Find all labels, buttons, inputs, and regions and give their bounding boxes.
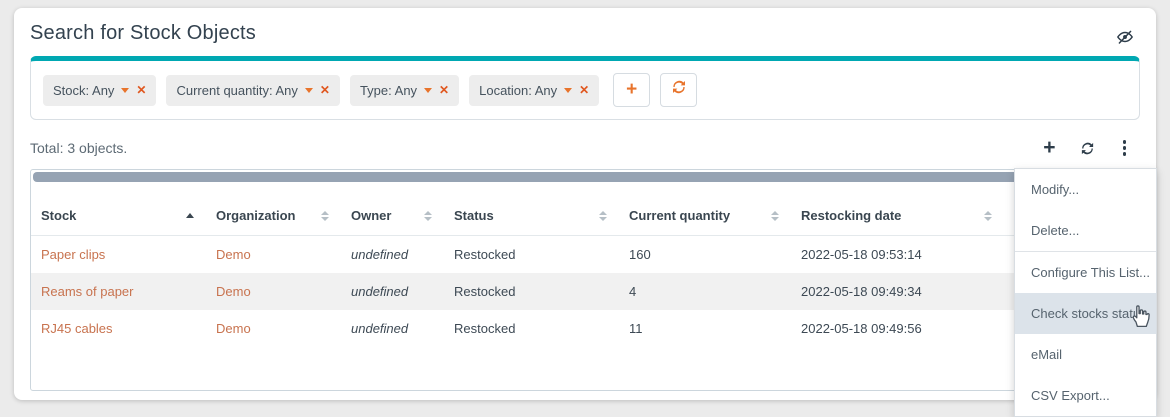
filter-pill-label: Stock: Any [53, 82, 115, 98]
cell-stock-link[interactable]: Paper clips [41, 247, 106, 262]
menu-item-delete[interactable]: Delete... [1031, 223, 1080, 238]
menu-item-configure-list[interactable]: Configure This List... [1031, 265, 1150, 280]
panel-header: Search for Stock Objects [30, 22, 1140, 46]
menu-item-csv-export[interactable]: CSV Export... [1031, 388, 1110, 403]
chevron-down-icon[interactable] [121, 87, 130, 93]
actions-context-menu: Modify... Delete... Configure This List.… [1014, 168, 1157, 417]
filter-pill-stock[interactable]: Stock: Any ✕ [43, 74, 157, 106]
cell-stock-link[interactable]: RJ45 cables [41, 321, 113, 336]
filter-pill-location[interactable]: Location: Any ✕ [469, 74, 600, 106]
cell-organization-link[interactable]: Demo [216, 247, 251, 262]
remove-filter-icon[interactable]: ✕ [319, 83, 330, 97]
plus-icon: + [626, 79, 638, 100]
table-header-row: Stock Organization Owner Status Current … [31, 184, 1139, 236]
cell-owner: undefined [351, 321, 409, 336]
cell-owner: undefined [351, 247, 409, 262]
list-toolbar: Total: 3 objects. + [30, 135, 1140, 161]
cell-restocking-date: 2022-05-18 09:49:56 [801, 321, 922, 336]
horizontal-scrollbar[interactable] [33, 172, 1137, 182]
refresh-list-button[interactable] [1080, 141, 1095, 156]
sort-icon[interactable] [984, 210, 992, 221]
sort-icon[interactable] [424, 210, 432, 221]
filter-pill-label: Location: Any [479, 82, 558, 98]
menu-item-modify[interactable]: Modify... [1031, 182, 1080, 197]
filter-pill-type[interactable]: Type: Any ✕ [349, 74, 460, 106]
cell-status: Restocked [454, 284, 516, 299]
cell-owner: undefined [351, 284, 409, 299]
column-header-owner[interactable]: Owner [341, 184, 444, 235]
remove-filter-icon[interactable]: ✕ [136, 83, 147, 97]
column-header-current-quantity[interactable]: Current quantity [619, 184, 791, 235]
new-object-button[interactable]: + [1043, 136, 1056, 159]
filter-pill-label: Current quantity: Any [176, 82, 298, 98]
hide-search-icon[interactable] [1116, 28, 1134, 46]
cell-status: Restocked [454, 321, 516, 336]
add-criterion-button[interactable]: + [613, 73, 651, 107]
menu-item-check-stocks-status[interactable]: Check stocks status [1015, 293, 1156, 334]
menu-item-email[interactable]: eMail [1031, 347, 1063, 362]
cell-organization-link[interactable]: Demo [216, 321, 251, 336]
table-row[interactable]: Reams of paper Demo undefined Restocked … [31, 273, 1139, 310]
refresh-search-button[interactable] [660, 73, 698, 107]
cell-current-quantity: 160 [629, 247, 651, 262]
page-title: Search for Stock Objects [30, 22, 257, 44]
column-header-status[interactable]: Status [444, 184, 619, 235]
search-results-panel: Search for Stock Objects Stock: Any ✕ Cu… [14, 8, 1156, 400]
column-header-organization[interactable]: Organization [206, 184, 341, 235]
column-header-stock[interactable]: Stock [31, 184, 206, 235]
menu-separator [1015, 251, 1156, 252]
sort-icon[interactable] [599, 210, 607, 221]
remove-filter-icon[interactable]: ✕ [439, 83, 450, 97]
cell-restocking-date: 2022-05-18 09:49:34 [801, 284, 922, 299]
cell-status: Restocked [454, 247, 516, 262]
more-actions-button[interactable] [1119, 138, 1131, 158]
chevron-down-icon[interactable] [304, 87, 313, 93]
cell-current-quantity: 4 [629, 284, 637, 299]
filter-pill-label: Type: Any [359, 82, 418, 98]
remove-filter-icon[interactable]: ✕ [579, 83, 590, 97]
chevron-down-icon[interactable] [564, 87, 573, 93]
sort-icon[interactable] [771, 210, 779, 221]
sort-asc-icon[interactable] [186, 213, 194, 218]
results-table: Stock Organization Owner Status Current … [30, 169, 1140, 391]
table-row[interactable]: Paper clips Demo undefined Restocked 160… [31, 236, 1139, 273]
chevron-down-icon[interactable] [424, 87, 433, 93]
cell-stock-link[interactable]: Reams of paper [41, 284, 134, 299]
search-criteria-bar: Stock: Any ✕ Current quantity: Any ✕ Typ… [30, 56, 1140, 120]
cell-organization-link[interactable]: Demo [216, 284, 251, 299]
cell-restocking-date: 2022-05-18 09:53:14 [801, 247, 922, 262]
total-count-label: Total: 3 objects. [30, 140, 128, 156]
refresh-icon [671, 79, 687, 101]
table-row[interactable]: RJ45 cables Demo undefined Restocked 11 … [31, 310, 1139, 347]
sort-icon[interactable] [321, 210, 329, 221]
list-actions: + [1043, 136, 1131, 159]
cell-current-quantity: 11 [629, 321, 643, 336]
filter-pill-current-quantity[interactable]: Current quantity: Any ✕ [166, 74, 340, 106]
column-header-restocking-date[interactable]: Restocking date [791, 184, 1004, 235]
